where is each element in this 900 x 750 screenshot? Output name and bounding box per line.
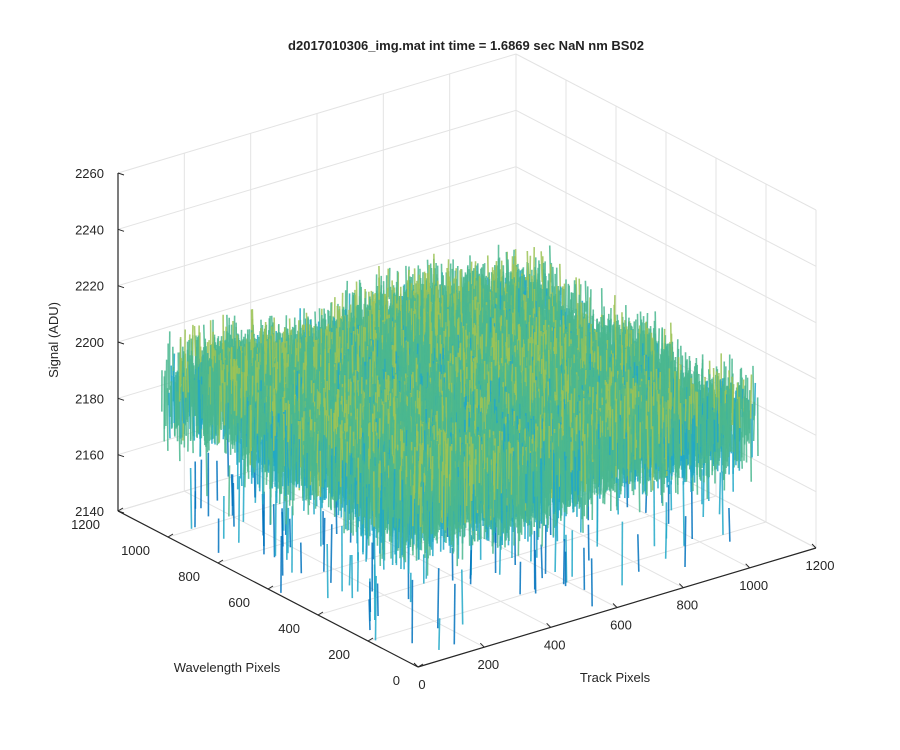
surface-strand	[373, 346, 376, 390]
left-wall-grid-line	[117, 53, 517, 174]
surface-strand	[189, 467, 193, 529]
surface-strand	[165, 359, 168, 426]
surface-strand	[362, 326, 365, 358]
surface-strand	[226, 433, 230, 477]
surface-strand	[550, 262, 554, 294]
surface-strand	[584, 280, 588, 312]
surface-strand	[193, 326, 197, 357]
surface-strand	[385, 287, 389, 320]
surface-strand	[534, 267, 537, 300]
floor-grid-line	[317, 495, 717, 616]
left-wall-grid-line	[117, 166, 517, 287]
right-wall-grid-line	[515, 166, 817, 324]
chart-title: d2017010306_img.mat int time = 1.6869 se…	[288, 38, 644, 53]
left-wall-grid-line	[117, 109, 517, 230]
surface-strand	[526, 251, 529, 281]
surface-strand	[537, 325, 541, 355]
surface-strand	[379, 285, 383, 315]
right-wall-grid-line	[515, 53, 817, 211]
surface-strand	[446, 268, 449, 308]
surface	[161, 244, 759, 650]
right-wall-grid-line	[515, 222, 817, 380]
right-wall-grid-line	[515, 109, 817, 267]
surface-strand	[509, 320, 512, 352]
left-wall-grid-line	[117, 222, 517, 343]
surface-strand	[471, 300, 474, 349]
surface-strand	[341, 330, 344, 367]
surface-strand	[430, 268, 434, 303]
surface-strand	[455, 278, 459, 310]
surface-strand	[369, 309, 372, 339]
surface-strand	[410, 331, 414, 364]
surface-strand	[202, 324, 206, 359]
